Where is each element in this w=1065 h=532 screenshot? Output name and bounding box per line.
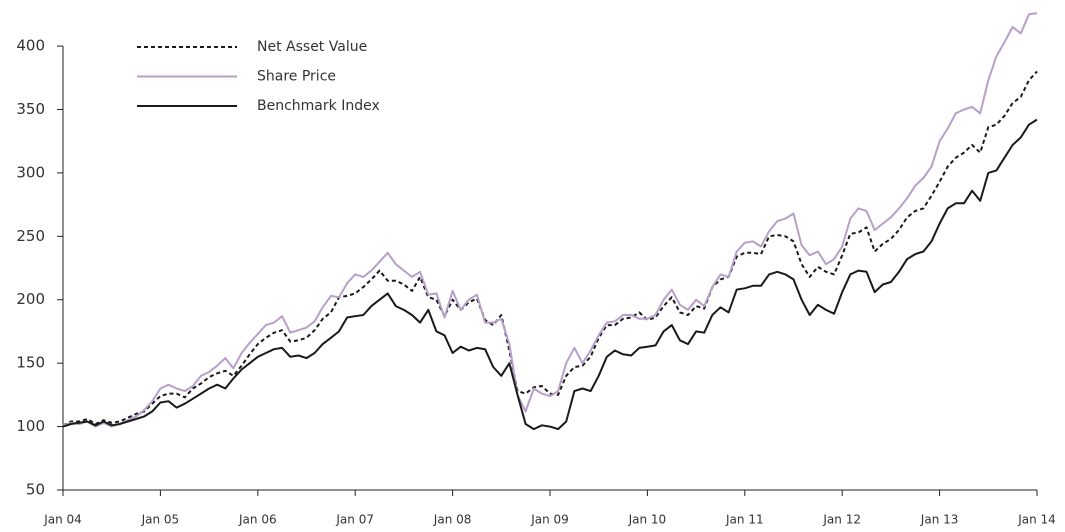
x-tick-label: Jan 12 xyxy=(822,513,861,527)
series-line xyxy=(62,12,1038,428)
x-tick-label: Jan 10 xyxy=(628,513,667,527)
y-tick-label: 250 xyxy=(16,227,45,245)
x-tick-label: Jan 07 xyxy=(335,513,374,527)
series-line xyxy=(62,118,1038,431)
legend-label: Net Asset Value xyxy=(257,39,367,55)
series-line xyxy=(62,70,1038,427)
y-tick-label: 100 xyxy=(16,417,45,435)
legend-label: Benchmark Index xyxy=(257,98,380,114)
x-tick-label: Jan 05 xyxy=(141,513,180,527)
x-tick-label: Jan 11 xyxy=(725,513,764,527)
x-tick-label: Jan 04 xyxy=(43,513,82,527)
legend-label: Share Price xyxy=(257,69,336,85)
x-tick-label: Jan 09 xyxy=(530,513,569,527)
x-tick-label: Jan 13 xyxy=(920,513,959,527)
y-tick-label: 150 xyxy=(16,354,45,372)
x-tick-label: Jan 14 xyxy=(1017,513,1056,527)
y-tick-label: 200 xyxy=(16,290,45,308)
x-tick-label: Jan 08 xyxy=(433,513,472,527)
y-tick-label: 300 xyxy=(16,163,45,181)
y-tick-label: 350 xyxy=(16,100,45,118)
y-tick-label: 50 xyxy=(26,481,45,499)
y-tick-label: 400 xyxy=(16,37,45,55)
x-tick-label: Jan 06 xyxy=(238,513,277,527)
